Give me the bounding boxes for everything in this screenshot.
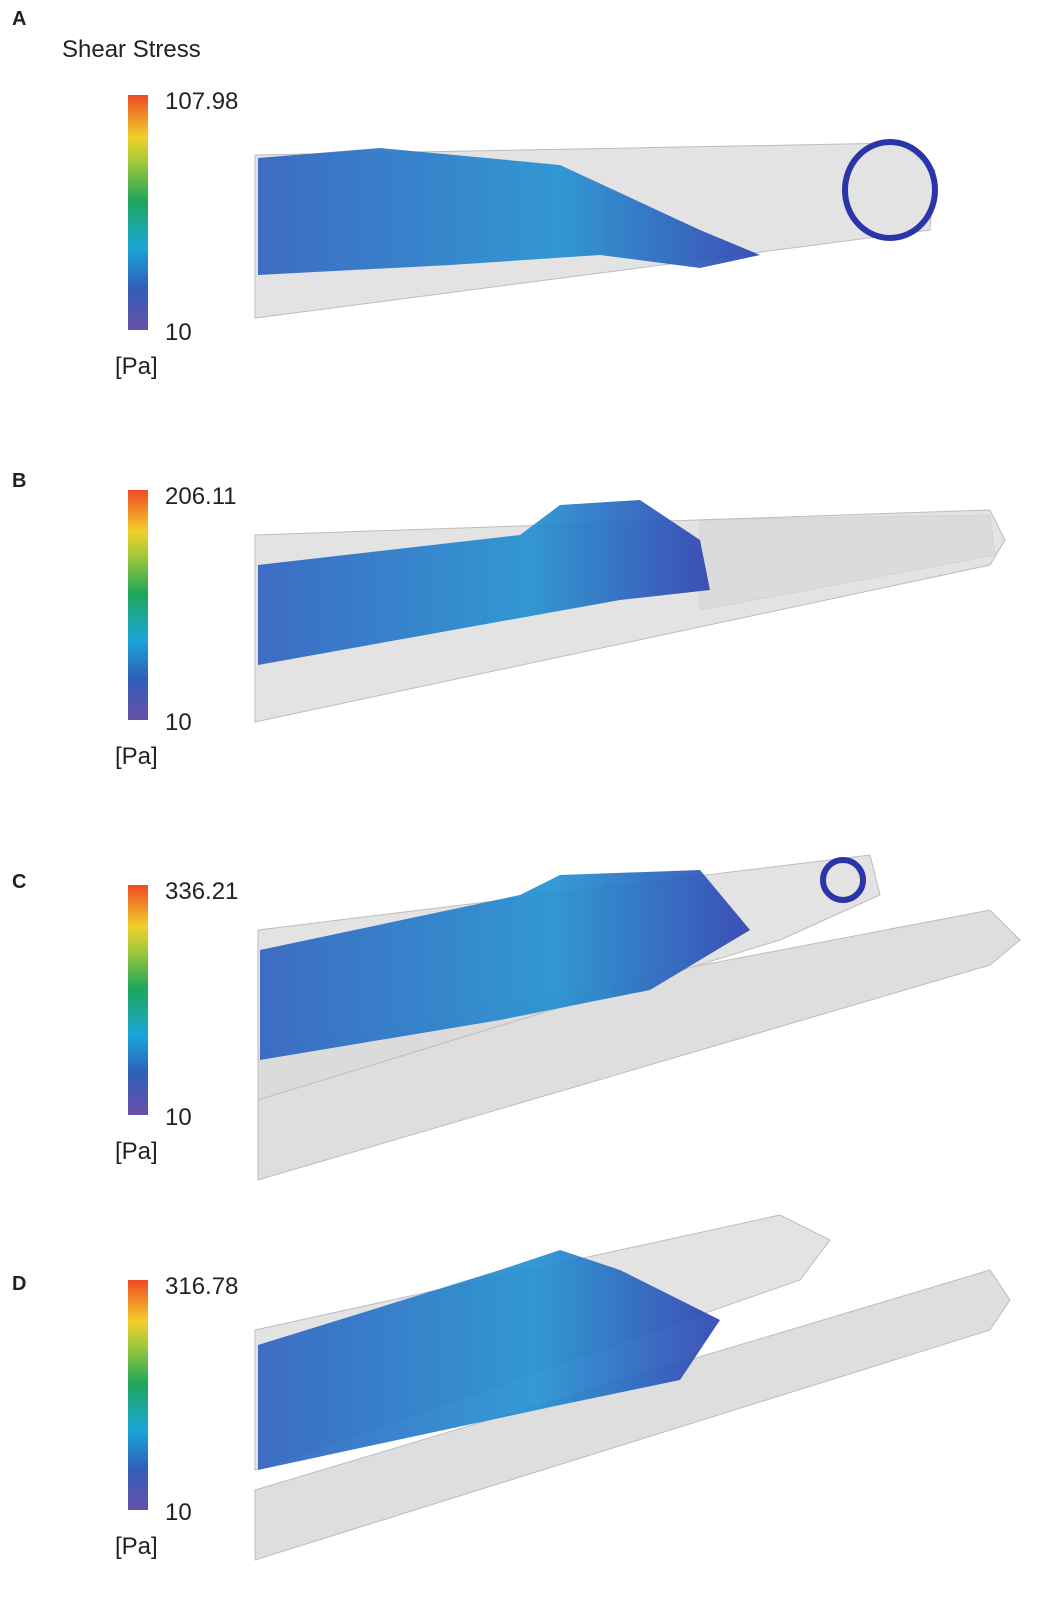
colorbar-unit: [Pa] (115, 743, 158, 770)
colorbar-min: 10 (165, 319, 192, 346)
colorbar-unit: [Pa] (115, 1138, 158, 1165)
panel-label: B (12, 470, 26, 492)
colorbar-max: 316.78 (165, 1273, 238, 1300)
colorbar (128, 885, 148, 1115)
panel: A 107.98 10 [Pa] (12, 8, 935, 380)
colorbar (128, 95, 148, 330)
page: Shear Stress A107.9810[Pa]B206.1110[Pa]C… (0, 0, 1041, 1599)
colorbar-max: 206.11 (165, 483, 237, 510)
panel-label: A (12, 8, 26, 30)
colorbar-unit: [Pa] (115, 1533, 158, 1560)
colorbar-max: 336.21 (165, 878, 238, 905)
colorbar (128, 1280, 148, 1510)
panel: C 336.21 10 [Pa] (12, 855, 1020, 1180)
panel-label: D (12, 1273, 26, 1295)
colorbar-min: 10 (165, 709, 192, 736)
colorbar-unit: [Pa] (115, 353, 158, 380)
panel: B 206.11 10 [Pa] (12, 470, 1005, 770)
colorbar (128, 490, 148, 720)
panel: D 316.78 10 [Pa] (12, 1215, 1010, 1560)
legend-title: Shear Stress (62, 36, 201, 63)
panel-label: C (12, 871, 26, 893)
figure: Shear Stress A107.9810[Pa]B206.1110[Pa]C… (0, 0, 1041, 1599)
colorbar-max: 107.98 (165, 88, 238, 115)
colorbar-min: 10 (165, 1104, 192, 1131)
colorbar-min: 10 (165, 1499, 192, 1526)
